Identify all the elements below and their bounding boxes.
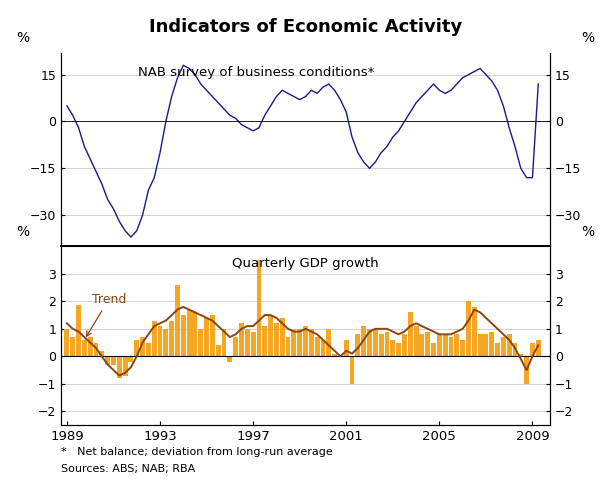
Bar <box>460 340 465 356</box>
Text: Quarterly GDP growth: Quarterly GDP growth <box>232 257 379 270</box>
Bar <box>524 356 529 384</box>
Bar <box>257 260 262 356</box>
Bar <box>152 320 156 356</box>
Bar <box>123 356 128 376</box>
Bar <box>414 326 419 356</box>
Bar <box>349 356 354 384</box>
Text: %: % <box>16 225 29 239</box>
Bar <box>70 337 75 356</box>
Bar <box>204 318 209 356</box>
Bar <box>466 301 471 356</box>
Bar <box>140 337 145 356</box>
Bar <box>448 337 453 356</box>
Bar <box>443 334 448 356</box>
Bar <box>402 334 407 356</box>
Bar <box>216 346 221 356</box>
Bar <box>163 329 168 356</box>
Bar <box>128 356 133 362</box>
Bar <box>332 354 337 356</box>
Bar <box>158 326 163 356</box>
Bar <box>181 315 186 356</box>
Text: Trend: Trend <box>87 293 126 336</box>
Bar <box>507 334 511 356</box>
Bar <box>199 329 203 356</box>
Bar <box>478 334 483 356</box>
Bar <box>431 343 436 356</box>
Bar <box>251 331 255 356</box>
Bar <box>93 343 98 356</box>
Bar <box>262 326 267 356</box>
Bar <box>489 331 494 356</box>
Bar <box>280 318 285 356</box>
Bar <box>437 334 442 356</box>
Text: %: % <box>16 31 29 45</box>
Text: Sources: ABS; NAB; RBA: Sources: ABS; NAB; RBA <box>61 464 196 474</box>
Bar <box>227 356 232 362</box>
Bar <box>192 312 197 356</box>
Bar <box>82 340 87 356</box>
Bar <box>367 329 372 356</box>
Bar <box>379 334 384 356</box>
Text: %: % <box>582 31 595 45</box>
Bar <box>384 331 389 356</box>
Bar <box>222 329 227 356</box>
Bar <box>309 329 314 356</box>
Bar <box>356 334 360 356</box>
Bar <box>268 315 273 356</box>
Bar <box>518 354 523 356</box>
Bar <box>117 356 122 378</box>
Bar <box>233 337 238 356</box>
Text: NAB survey of business conditions*: NAB survey of business conditions* <box>139 66 375 79</box>
Bar <box>210 315 215 356</box>
Bar <box>245 329 250 356</box>
Bar <box>105 356 110 365</box>
Bar <box>483 334 488 356</box>
Bar <box>396 343 401 356</box>
Bar <box>297 329 302 356</box>
Bar <box>146 343 151 356</box>
Bar <box>408 312 412 356</box>
Bar <box>76 305 81 356</box>
Bar <box>419 334 424 356</box>
Bar <box>530 343 535 356</box>
Bar <box>187 309 192 356</box>
Bar <box>536 340 541 356</box>
Bar <box>169 320 174 356</box>
Bar <box>373 329 378 356</box>
Bar <box>111 356 116 365</box>
Bar <box>315 337 320 356</box>
Bar <box>501 337 506 356</box>
Bar <box>326 329 331 356</box>
Bar <box>285 337 290 356</box>
Bar <box>425 331 430 356</box>
Bar <box>513 343 518 356</box>
Bar <box>344 340 349 356</box>
Bar <box>361 326 366 356</box>
Bar <box>134 340 139 356</box>
Bar <box>390 340 395 356</box>
Bar <box>321 340 326 356</box>
Bar <box>495 343 500 356</box>
Text: Indicators of Economic Activity: Indicators of Economic Activity <box>149 18 462 36</box>
Bar <box>175 285 180 356</box>
Bar <box>303 326 308 356</box>
Bar <box>100 351 104 356</box>
Bar <box>472 307 477 356</box>
Text: *   Net balance; deviation from long-run average: * Net balance; deviation from long-run a… <box>61 447 333 457</box>
Bar <box>88 337 93 356</box>
Bar <box>291 329 296 356</box>
Bar <box>65 329 70 356</box>
Bar <box>455 334 459 356</box>
Text: %: % <box>582 225 595 239</box>
Bar <box>239 323 244 356</box>
Bar <box>274 323 279 356</box>
